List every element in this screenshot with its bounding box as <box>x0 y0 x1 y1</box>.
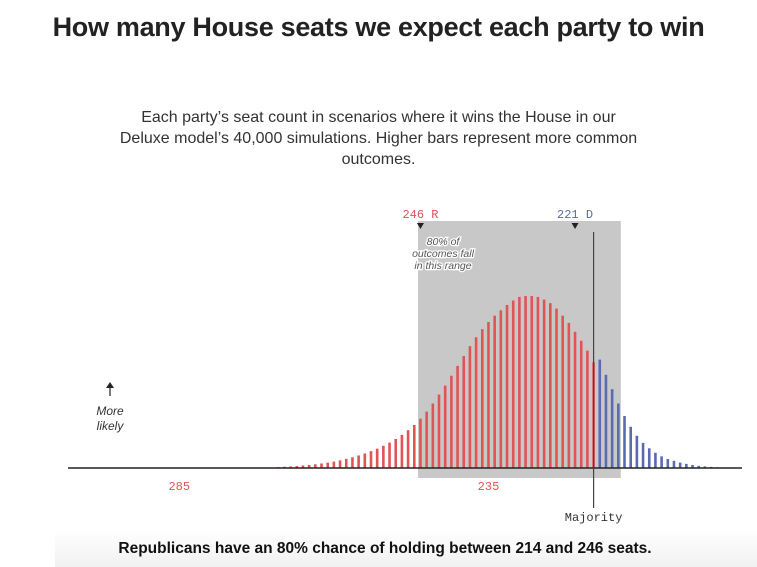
bar-r-236 <box>480 329 484 468</box>
bar-r-229 <box>524 296 527 468</box>
bar-d-214 <box>617 403 620 468</box>
bar-d-216 <box>604 374 608 468</box>
bar-r-259 <box>338 460 342 468</box>
chart-subtitle: Each party’s seat count in scenarios whe… <box>119 109 638 168</box>
bar-r-262 <box>320 463 323 468</box>
bar-r-266 <box>295 466 299 468</box>
bar-r-235 <box>487 321 490 468</box>
bar-r-219 <box>586 350 589 468</box>
bar-r-245 <box>425 411 428 468</box>
footer-note: Republicans have an 80% chance of holdin… <box>118 540 652 557</box>
bar-r-247 <box>412 425 416 468</box>
marker-arrow-r <box>416 223 424 229</box>
bar-d-202 <box>691 464 694 468</box>
bar-r-220 <box>579 340 583 468</box>
bar-r-241 <box>450 375 453 468</box>
bar-r-258 <box>344 458 348 468</box>
bar-d-200 <box>703 466 707 468</box>
bar-r-221 <box>573 331 577 468</box>
bar-r-243 <box>437 394 441 468</box>
bar-r-246 <box>419 418 422 468</box>
bar-d-206 <box>666 459 670 468</box>
bar-r-231 <box>511 300 515 468</box>
range-80-note: 80% of outcomes fall in this range <box>412 236 475 272</box>
bar-d-211 <box>635 435 639 468</box>
footer-background <box>55 529 757 567</box>
bar-d-204 <box>678 462 682 469</box>
bar-r-265 <box>301 465 305 468</box>
bar-d-210 <box>641 442 645 468</box>
bar-r-226 <box>542 299 546 468</box>
bar-r-252 <box>382 445 385 468</box>
more-likely-label: More likely <box>96 404 124 433</box>
bar-r-230 <box>518 296 521 468</box>
bar-d-212 <box>629 426 632 468</box>
bar-d-205 <box>672 460 676 468</box>
bar-r-260 <box>332 461 336 468</box>
bar-r-248 <box>406 430 410 468</box>
bar-r-257 <box>351 457 354 468</box>
bar-r-250 <box>394 438 398 468</box>
bar-r-254 <box>369 451 373 468</box>
bar-r-237 <box>474 337 478 468</box>
x-tick-label: 285 <box>168 480 190 494</box>
bar-r-225 <box>549 303 552 468</box>
bar-d-201 <box>697 465 701 468</box>
bar-r-227 <box>536 296 540 468</box>
bar-r-264 <box>307 464 311 468</box>
bar-d-203 <box>685 463 688 468</box>
bar-d-208 <box>654 452 657 468</box>
bar-r-234 <box>493 315 496 468</box>
bar-r-222 <box>567 322 571 469</box>
bar-r-267 <box>289 466 292 468</box>
bar-r-224 <box>555 308 558 468</box>
bar-r-242 <box>443 385 447 468</box>
marker-label-d: 221 D <box>557 208 593 222</box>
marker-arrow-d <box>571 223 579 229</box>
bar-d-217 <box>598 359 602 468</box>
bar-r-244 <box>431 403 435 468</box>
bar-r-228 <box>530 296 534 468</box>
bar-r-240 <box>456 365 459 469</box>
bar-r-223 <box>561 315 564 468</box>
marker-label-r: 246 R <box>402 208 438 222</box>
chart-title: How many House seats we expect each part… <box>52 12 705 42</box>
bar-r-239 <box>462 356 466 468</box>
bar-r-249 <box>400 434 404 468</box>
bar-d-207 <box>660 456 663 468</box>
bar-d-215 <box>610 389 614 468</box>
bar-r-232 <box>505 304 509 468</box>
bar-r-263 <box>314 464 317 468</box>
bar-r-238 <box>468 346 472 468</box>
bar-r-251 <box>388 442 391 468</box>
more-likely-annotation: More likely <box>96 382 124 433</box>
bar-r-261 <box>326 462 330 469</box>
bar-r-233 <box>499 310 503 468</box>
majority-label: Majority <box>565 511 623 525</box>
bar-d-209 <box>647 448 651 468</box>
bar-d-213 <box>623 416 626 468</box>
bar-r-256 <box>357 455 360 468</box>
x-tick-label: 235 <box>478 480 500 494</box>
bar-r-255 <box>363 453 367 468</box>
bar-r-253 <box>375 448 379 468</box>
